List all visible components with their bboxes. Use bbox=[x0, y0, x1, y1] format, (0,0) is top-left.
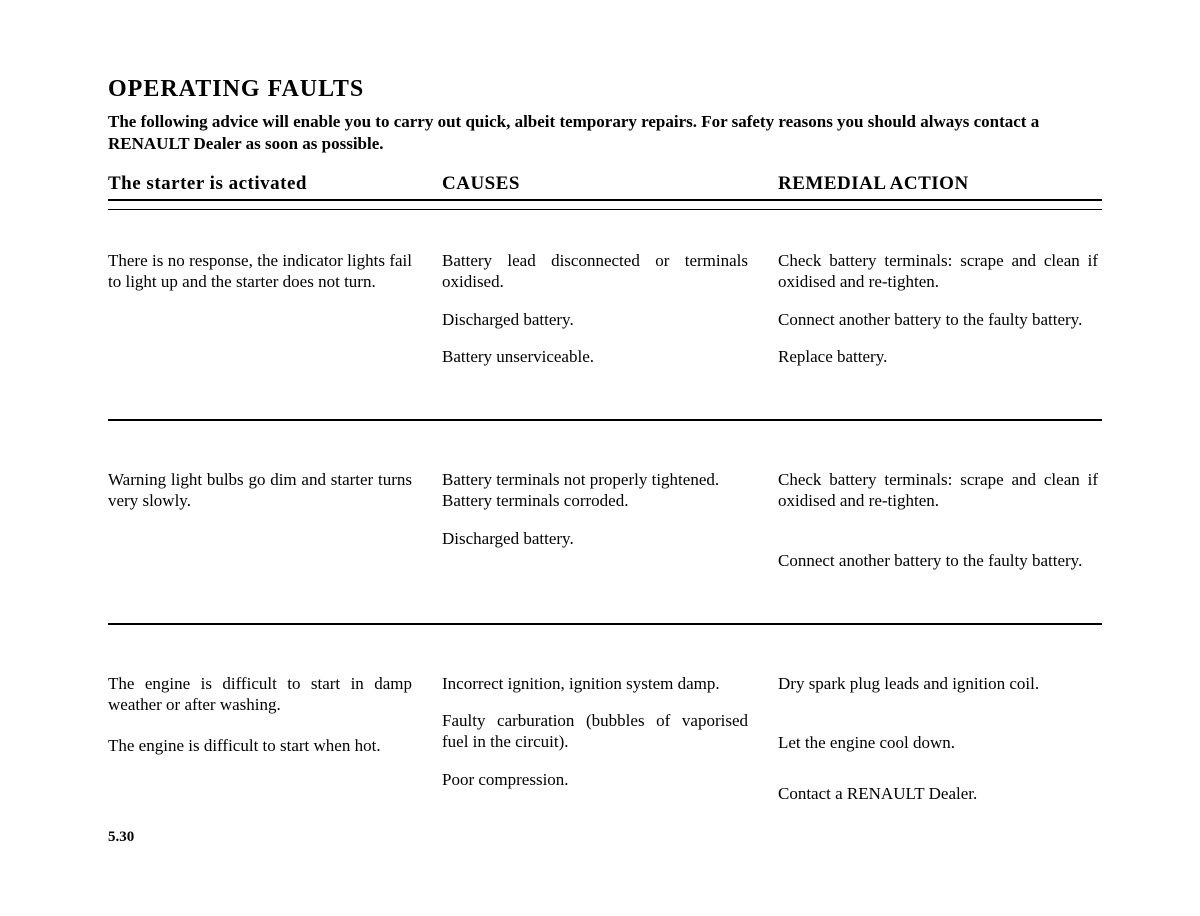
divider bbox=[108, 419, 1102, 421]
cause-text: Battery unserviceable. bbox=[442, 346, 748, 367]
action-text: Contact a RENAULT Dealer. bbox=[778, 783, 1098, 804]
action-text: Let the engine cool down. bbox=[778, 732, 1098, 753]
symptom-text: The engine is difficult to start in damp… bbox=[108, 673, 412, 716]
cause-text: Battery terminals not properly tightened… bbox=[442, 469, 748, 490]
action-text: Connect another battery to the faulty ba… bbox=[778, 309, 1098, 330]
header-symptom: The starter is activated bbox=[108, 173, 442, 195]
table-header-row: The starter is activated CAUSES REMEDIAL… bbox=[108, 173, 1102, 201]
header-causes: CAUSES bbox=[442, 173, 778, 195]
cause-text: Poor compression. bbox=[442, 769, 748, 790]
fault-section-1: There is no response, the indicator ligh… bbox=[108, 250, 1102, 383]
cause-text: Faulty carburation (bubbles of vaporised… bbox=[442, 710, 748, 753]
divider bbox=[108, 623, 1102, 625]
action-text: Dry spark plug leads and ignition coil. bbox=[778, 673, 1098, 694]
page-number: 5.30 bbox=[108, 829, 1102, 846]
action-text: Connect another battery to the faulty ba… bbox=[778, 550, 1098, 571]
cause-text: Discharged battery. bbox=[442, 309, 748, 330]
page-subtitle: The following advice will enable you to … bbox=[108, 111, 1102, 155]
cause-text: Discharged battery. bbox=[442, 528, 748, 549]
cause-text: Battery terminals corroded. bbox=[442, 490, 748, 511]
divider bbox=[108, 209, 1102, 210]
fault-section-2: Warning light bulbs go dim and starter t… bbox=[108, 469, 1102, 587]
header-action: REMEDIAL ACTION bbox=[778, 173, 1098, 195]
symptom-text: There is no response, the indicator ligh… bbox=[108, 250, 412, 293]
page-title: OPERATING FAULTS bbox=[108, 76, 1102, 103]
symptom-text: Warning light bulbs go dim and starter t… bbox=[108, 469, 412, 512]
symptom-text: The engine is difficult to start when ho… bbox=[108, 735, 412, 756]
fault-section-3: The engine is difficult to start in damp… bbox=[108, 673, 1102, 821]
cause-text: Battery lead disconnected or terminals o… bbox=[442, 250, 748, 293]
cause-text: Incorrect ignition, ignition system damp… bbox=[442, 673, 748, 694]
action-text: Replace battery. bbox=[778, 346, 1098, 367]
action-text: Check battery terminals: scrape and clea… bbox=[778, 250, 1098, 293]
action-text: Check battery terminals: scrape and clea… bbox=[778, 469, 1098, 512]
